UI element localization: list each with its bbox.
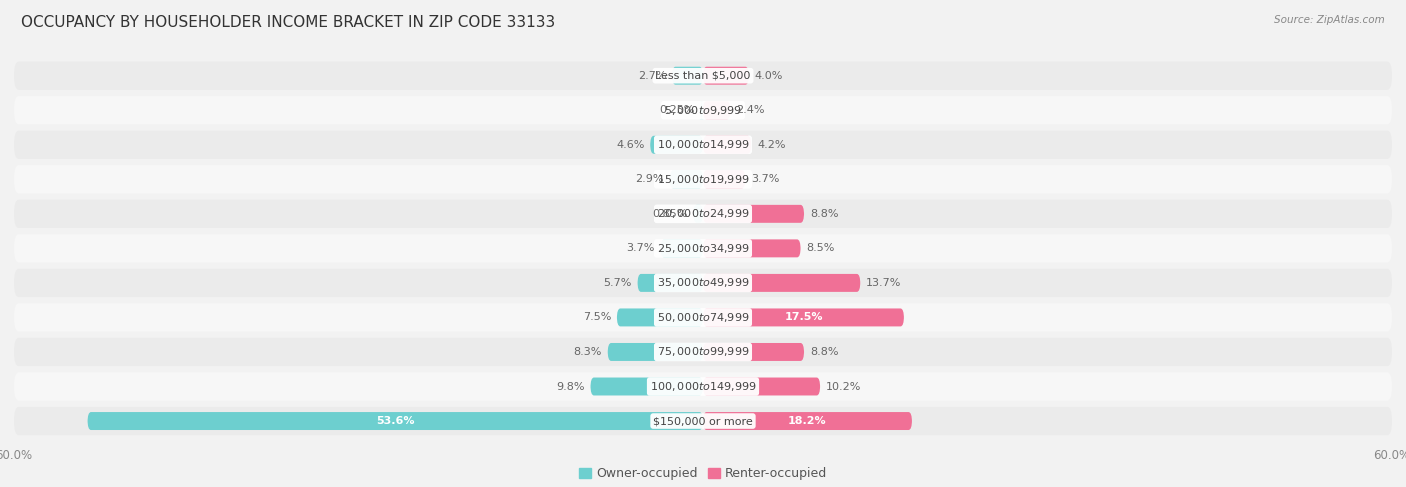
- Text: 0.25%: 0.25%: [659, 105, 695, 115]
- FancyBboxPatch shape: [591, 377, 703, 395]
- FancyBboxPatch shape: [661, 240, 703, 257]
- Text: 7.5%: 7.5%: [582, 313, 612, 322]
- Text: Source: ZipAtlas.com: Source: ZipAtlas.com: [1274, 15, 1385, 25]
- Text: 3.7%: 3.7%: [751, 174, 779, 184]
- FancyBboxPatch shape: [703, 101, 731, 119]
- Text: 3.7%: 3.7%: [627, 244, 655, 253]
- Text: 8.8%: 8.8%: [810, 347, 838, 357]
- Text: $75,000 to $99,999: $75,000 to $99,999: [657, 345, 749, 358]
- Text: $15,000 to $19,999: $15,000 to $19,999: [657, 173, 749, 186]
- FancyBboxPatch shape: [703, 377, 820, 395]
- FancyBboxPatch shape: [14, 269, 1392, 297]
- Text: Less than $5,000: Less than $5,000: [655, 71, 751, 81]
- Text: $25,000 to $34,999: $25,000 to $34,999: [657, 242, 749, 255]
- Text: 2.9%: 2.9%: [636, 174, 664, 184]
- FancyBboxPatch shape: [14, 234, 1392, 262]
- Text: 8.8%: 8.8%: [810, 209, 838, 219]
- Text: 60.0%: 60.0%: [1374, 449, 1406, 462]
- FancyBboxPatch shape: [650, 136, 703, 154]
- FancyBboxPatch shape: [617, 308, 703, 326]
- FancyBboxPatch shape: [703, 136, 751, 154]
- Text: $50,000 to $74,999: $50,000 to $74,999: [657, 311, 749, 324]
- Text: 0.85%: 0.85%: [652, 209, 688, 219]
- Text: 53.6%: 53.6%: [375, 416, 415, 426]
- FancyBboxPatch shape: [14, 407, 1392, 435]
- FancyBboxPatch shape: [703, 308, 904, 326]
- FancyBboxPatch shape: [703, 343, 804, 361]
- Text: $100,000 to $149,999: $100,000 to $149,999: [650, 380, 756, 393]
- FancyBboxPatch shape: [703, 274, 860, 292]
- FancyBboxPatch shape: [700, 101, 703, 119]
- FancyBboxPatch shape: [672, 67, 703, 85]
- FancyBboxPatch shape: [14, 61, 1392, 90]
- FancyBboxPatch shape: [703, 240, 800, 257]
- Text: 4.6%: 4.6%: [616, 140, 644, 150]
- Text: $10,000 to $14,999: $10,000 to $14,999: [657, 138, 749, 151]
- FancyBboxPatch shape: [14, 96, 1392, 124]
- FancyBboxPatch shape: [14, 373, 1392, 401]
- FancyBboxPatch shape: [14, 165, 1392, 193]
- FancyBboxPatch shape: [14, 200, 1392, 228]
- FancyBboxPatch shape: [637, 274, 703, 292]
- Text: 2.4%: 2.4%: [737, 105, 765, 115]
- Text: 2.7%: 2.7%: [638, 71, 666, 81]
- Text: 18.2%: 18.2%: [789, 416, 827, 426]
- Text: 5.7%: 5.7%: [603, 278, 631, 288]
- Text: 4.0%: 4.0%: [755, 71, 783, 81]
- Text: $35,000 to $49,999: $35,000 to $49,999: [657, 277, 749, 289]
- Text: 13.7%: 13.7%: [866, 278, 901, 288]
- FancyBboxPatch shape: [14, 131, 1392, 159]
- FancyBboxPatch shape: [703, 205, 804, 223]
- Text: 4.2%: 4.2%: [756, 140, 786, 150]
- Text: 8.5%: 8.5%: [807, 244, 835, 253]
- Text: 10.2%: 10.2%: [825, 381, 862, 392]
- FancyBboxPatch shape: [669, 170, 703, 188]
- FancyBboxPatch shape: [87, 412, 703, 430]
- Text: 17.5%: 17.5%: [785, 313, 823, 322]
- FancyBboxPatch shape: [607, 343, 703, 361]
- FancyBboxPatch shape: [14, 303, 1392, 332]
- Text: 60.0%: 60.0%: [0, 449, 32, 462]
- Text: $150,000 or more: $150,000 or more: [654, 416, 752, 426]
- FancyBboxPatch shape: [703, 412, 912, 430]
- Text: OCCUPANCY BY HOUSEHOLDER INCOME BRACKET IN ZIP CODE 33133: OCCUPANCY BY HOUSEHOLDER INCOME BRACKET …: [21, 15, 555, 30]
- Text: $20,000 to $24,999: $20,000 to $24,999: [657, 207, 749, 220]
- FancyBboxPatch shape: [693, 205, 703, 223]
- Text: 9.8%: 9.8%: [557, 381, 585, 392]
- FancyBboxPatch shape: [14, 338, 1392, 366]
- FancyBboxPatch shape: [703, 170, 745, 188]
- Text: $5,000 to $9,999: $5,000 to $9,999: [664, 104, 742, 117]
- Text: 8.3%: 8.3%: [574, 347, 602, 357]
- FancyBboxPatch shape: [703, 67, 749, 85]
- Legend: Owner-occupied, Renter-occupied: Owner-occupied, Renter-occupied: [574, 462, 832, 485]
